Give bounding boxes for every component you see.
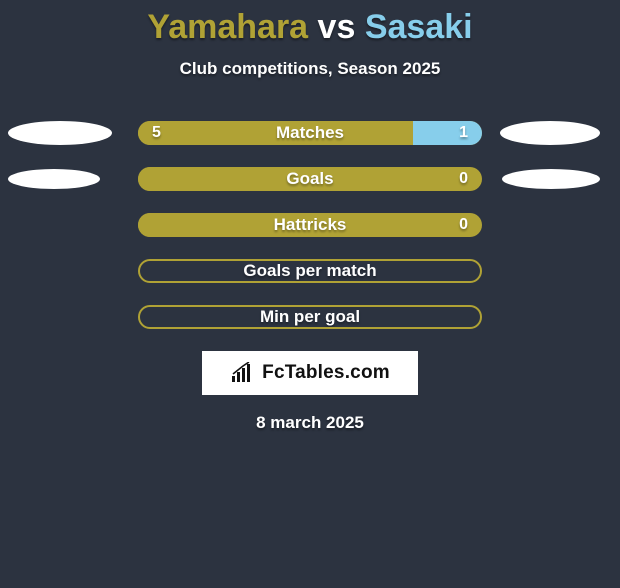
stat-bar-left	[138, 213, 451, 237]
stat-bar-left	[138, 121, 413, 145]
title-player2: Sasaki	[365, 8, 473, 46]
left-ellipse	[8, 121, 112, 145]
stat-bar: Min per goal	[138, 305, 482, 329]
left-ellipse	[8, 169, 100, 189]
footer-date: 8 march 2025	[0, 413, 620, 433]
stat-value-right: 0	[459, 213, 468, 237]
stat-value-right: 0	[459, 167, 468, 191]
stat-bar: Goals0	[138, 167, 482, 191]
stat-bar-left	[138, 167, 441, 191]
page-title: Yamahara vs Sasaki	[0, 8, 620, 47]
bar-chart-icon	[230, 362, 258, 384]
title-player1: Yamahara	[147, 8, 308, 46]
branding-box: FcTables.com	[202, 351, 418, 395]
comparison-chart: Matches51 Goals0 Hattricks0 Goals per match…	[0, 121, 620, 329]
stat-bar: Matches51	[138, 121, 482, 145]
right-ellipse	[502, 169, 600, 189]
stat-label: Goals per match	[140, 261, 480, 281]
title-vs: vs	[308, 8, 365, 46]
right-ellipse	[500, 121, 600, 145]
stat-bar: Hattricks0	[138, 213, 482, 237]
stat-bar: Goals per match	[138, 259, 482, 283]
stat-row: Min per goal	[0, 305, 620, 329]
stat-row: Goals per match	[0, 259, 620, 283]
page-subtitle: Club competitions, Season 2025	[0, 59, 620, 79]
stat-row: Hattricks0	[0, 213, 620, 237]
stat-bar-right	[413, 121, 482, 145]
stat-label: Min per goal	[140, 307, 480, 327]
stat-row: Goals0	[0, 167, 620, 191]
branding-text: FcTables.com	[262, 362, 390, 384]
stat-row: Matches51	[0, 121, 620, 145]
